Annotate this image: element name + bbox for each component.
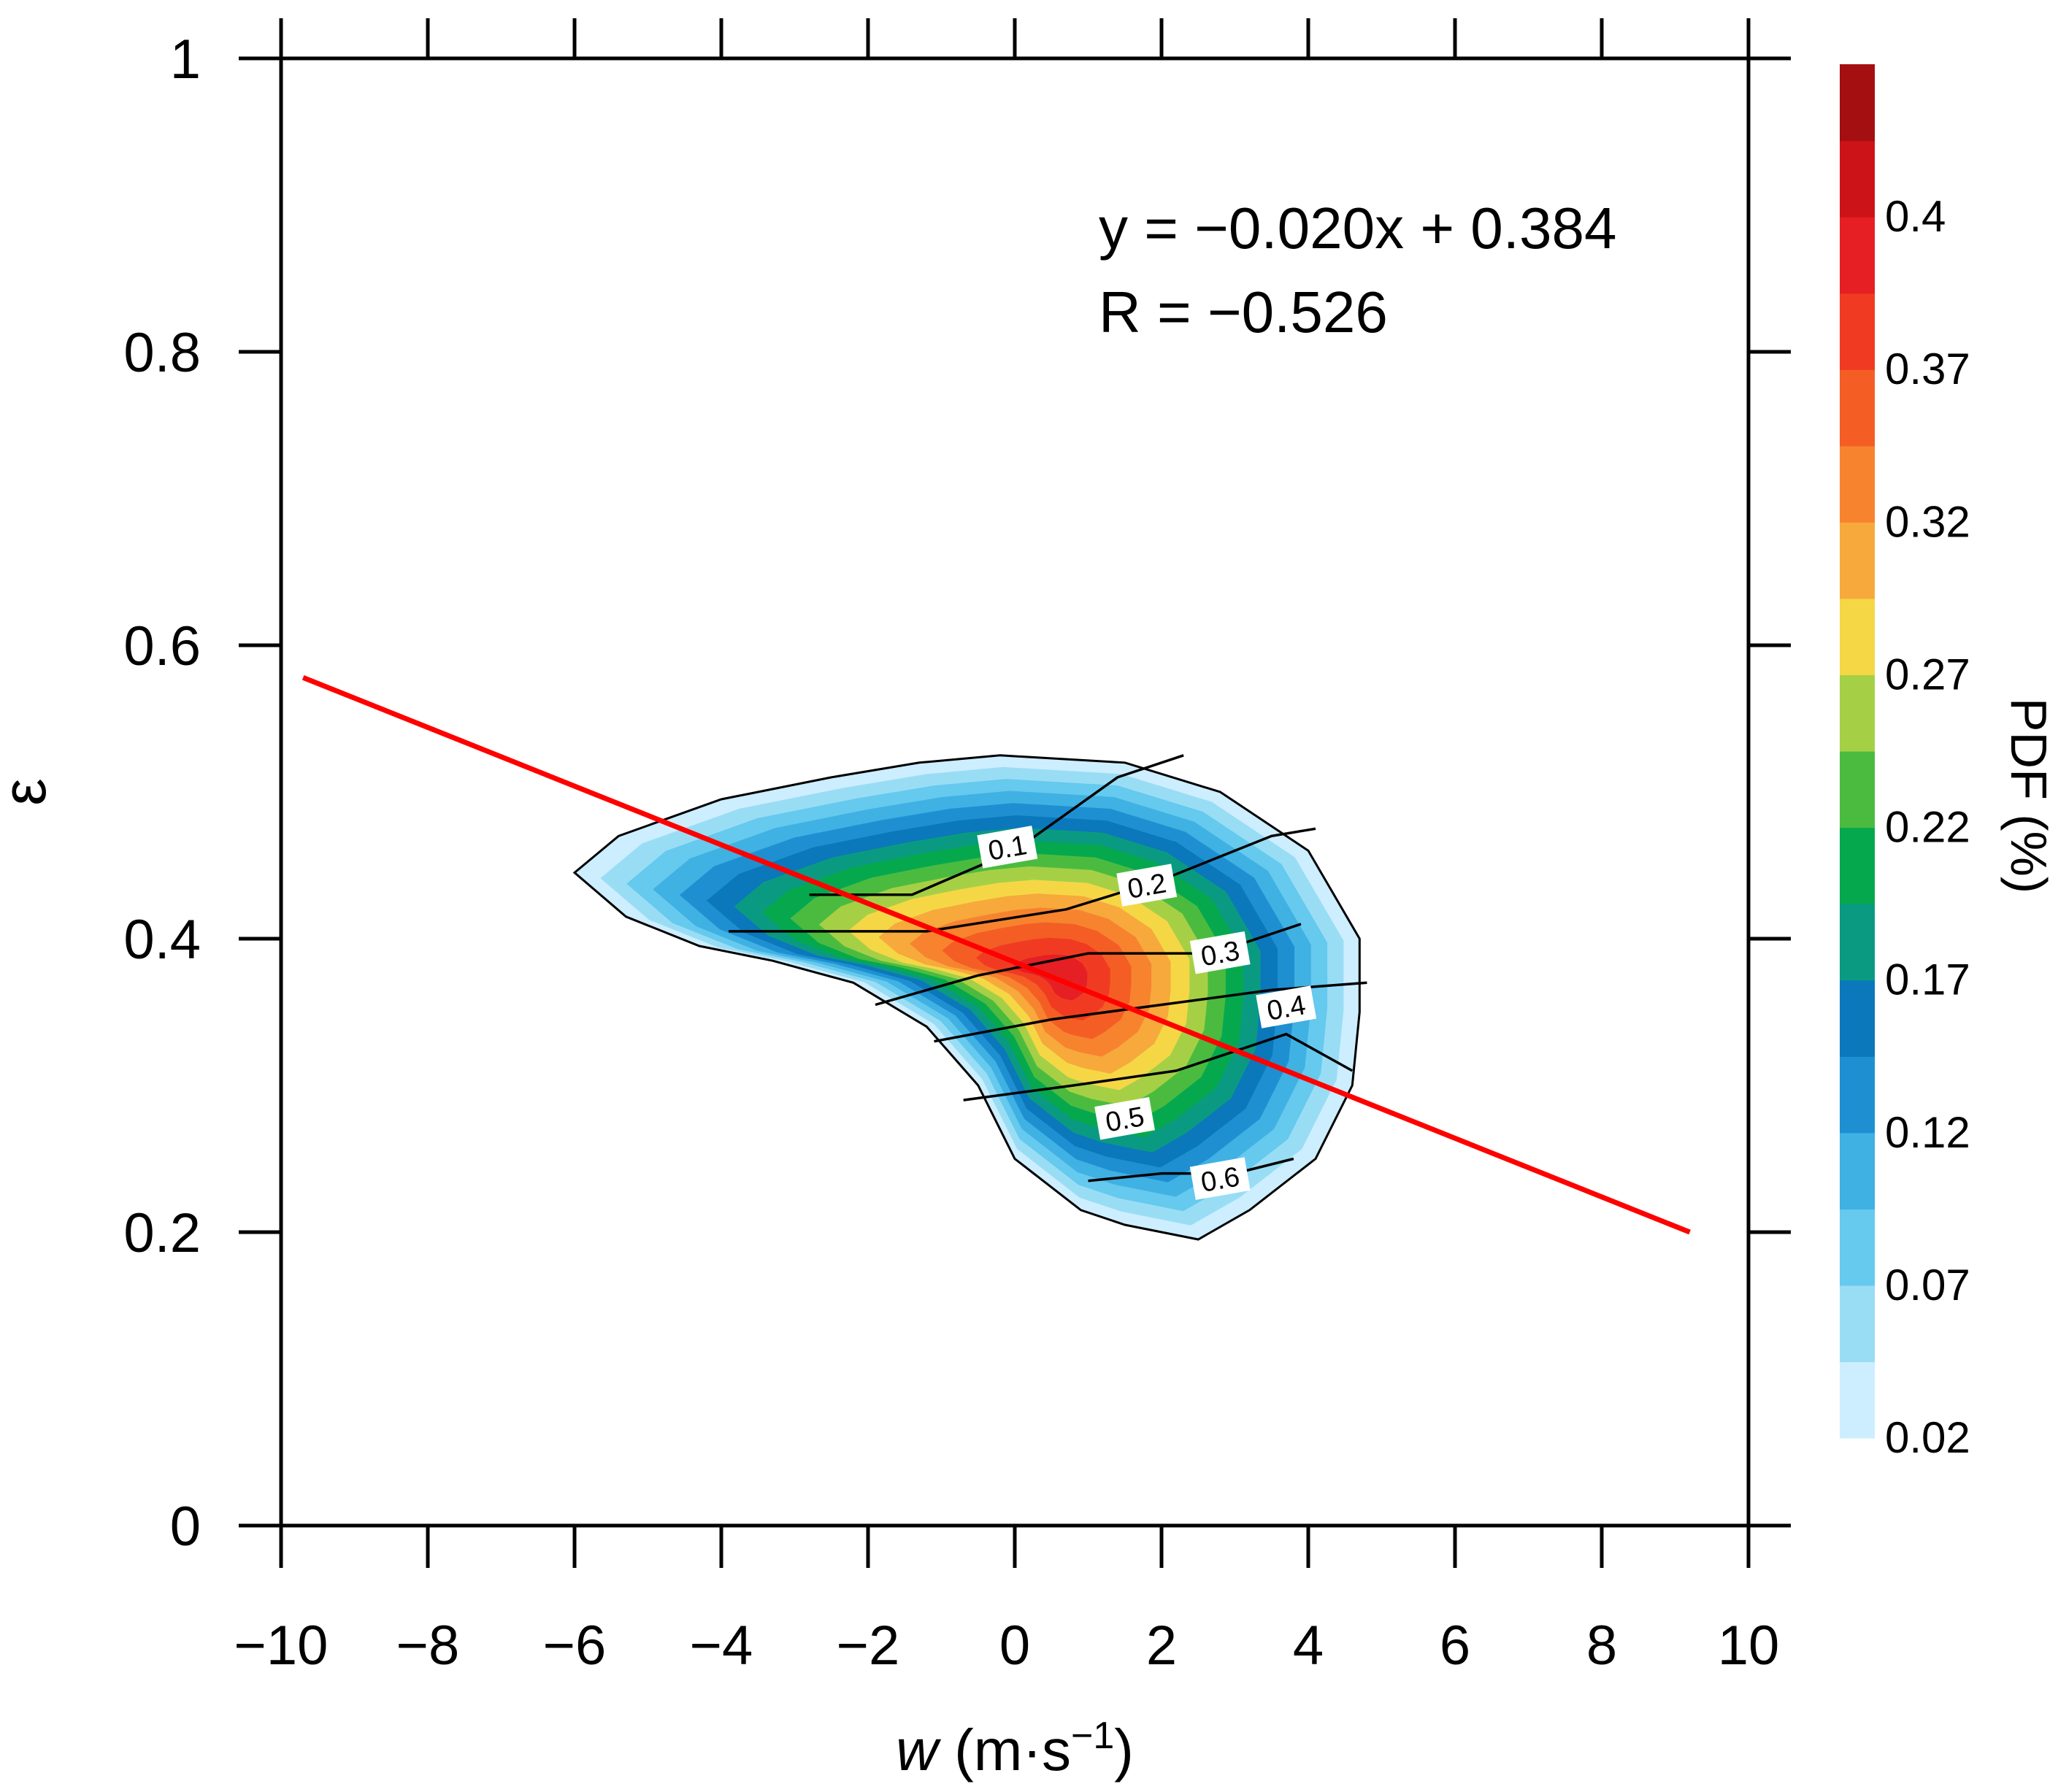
colorbar: 0.02 0.07 0.12 0.17 0.22 0.27 0.32 0.37 0.4 <box>1840 64 1970 1462</box>
colorbar-swatch <box>1840 522 1875 599</box>
colorbar-swatch <box>1840 64 1875 142</box>
colorbar-swatch <box>1840 980 1875 1057</box>
colorbar-swatch <box>1840 140 1875 218</box>
x-tick-label: −6 <box>543 1615 607 1677</box>
y-tick-label: 1 <box>170 28 201 91</box>
colorbar-swatch <box>1840 827 1875 904</box>
x-tick-label: −10 <box>234 1615 329 1677</box>
x-tick-label: 0 <box>999 1615 1030 1677</box>
x-tick-label: 2 <box>1146 1615 1177 1677</box>
contour-label: 0.2 <box>1125 868 1168 905</box>
x-tick-label: −8 <box>396 1615 460 1677</box>
y-tick-label: 0.8 <box>123 322 201 384</box>
pdf-boundary-line <box>572 754 1361 1241</box>
contour-label: 0.3 <box>1199 936 1242 973</box>
regression-line <box>302 674 1691 1235</box>
colorbar-swatch <box>1840 369 1875 447</box>
colorbar-swatch <box>1840 674 1875 752</box>
y-tick-label: 0.4 <box>123 909 201 971</box>
colorbar-swatch <box>1840 904 1875 981</box>
contour-label-bg <box>1189 931 1251 974</box>
colorbar-tick-label: 0.07 <box>1885 1261 1970 1310</box>
colorbar-tick-label: 0.27 <box>1885 650 1970 699</box>
regression-equation: y = −0.020x + 0.384 <box>1099 196 1616 261</box>
colorbar-swatch <box>1840 751 1875 828</box>
contour-label: 0.4 <box>1264 990 1308 1027</box>
contour-label-bg <box>1094 1096 1155 1140</box>
y-tick-label: 0 <box>170 1496 201 1558</box>
contour-label-group: 0.5 <box>1094 1096 1155 1140</box>
colorbar-tick-label: 0.32 <box>1885 497 1970 546</box>
colorbar-swatch <box>1840 598 1875 676</box>
colorbar-swatch <box>1840 1361 1875 1439</box>
x-axis-label: w (m·s−1) <box>896 1715 1134 1783</box>
colorbar-swatch <box>1840 1285 1875 1363</box>
contour-label-bg <box>1189 1157 1251 1200</box>
colorbar-swatch <box>1840 445 1875 523</box>
x-tick-label: 8 <box>1586 1615 1617 1677</box>
x-tick-label: 10 <box>1718 1615 1780 1677</box>
contour-label: 0.6 <box>1199 1161 1242 1199</box>
contour-label-bg <box>1256 985 1317 1028</box>
colorbar-swatch <box>1840 217 1875 294</box>
x-axis-ticks: −10 −8 −6 −4 −2 0 2 4 6 8 10 <box>234 18 1780 1677</box>
contour-label-group: 0.3 <box>1189 931 1251 974</box>
y-tick-label: 0.6 <box>123 615 201 677</box>
contour-line-0.2 <box>729 827 1316 933</box>
y-axis-ticks: 0 0.2 0.4 0.6 0.8 1 <box>123 28 1791 1558</box>
contour-lines: 0.1 0.2 0.3 0.4 0.5 0.6 <box>729 754 1367 1200</box>
contour-line-0.5 <box>963 1032 1354 1101</box>
colorbar-tick-label: 0.17 <box>1885 955 1970 1004</box>
y-tick-label: 0.2 <box>123 1202 201 1264</box>
colorbar-tick-label: 0.37 <box>1885 345 1970 393</box>
colorbar-swatch <box>1840 1209 1875 1286</box>
contour-label-group: 0.1 <box>977 826 1038 869</box>
colorbar-tick-label: 0.02 <box>1885 1413 1970 1462</box>
contour-label: 0.1 <box>986 830 1029 867</box>
colorbar-swatch <box>1840 1056 1875 1134</box>
y-axis-label: ε <box>0 778 58 805</box>
contour-label: 0.5 <box>1103 1101 1146 1139</box>
colorbar-swatch <box>1840 1132 1875 1210</box>
colorbar-swatch <box>1840 293 1875 370</box>
x-tick-label: −4 <box>690 1615 753 1677</box>
contour-label-group: 0.6 <box>1189 1157 1251 1200</box>
colorbar-tick-label: 0.22 <box>1885 803 1970 852</box>
contour-label-bg <box>977 826 1038 869</box>
x-tick-label: 4 <box>1293 1615 1324 1677</box>
contour-label-group: 0.2 <box>1116 864 1178 907</box>
colorbar-tick-label: 0.12 <box>1885 1108 1970 1157</box>
x-tick-label: −2 <box>837 1615 900 1677</box>
x-tick-label: 6 <box>1440 1615 1470 1677</box>
colorbar-tick-label: 0.4 <box>1885 192 1946 241</box>
contour-label-group: 0.4 <box>1256 985 1317 1028</box>
colorbar-label: PDF (%) <box>2000 698 2050 893</box>
contour-label-bg <box>1116 864 1178 907</box>
correlation-label: R = −0.526 <box>1099 280 1388 345</box>
